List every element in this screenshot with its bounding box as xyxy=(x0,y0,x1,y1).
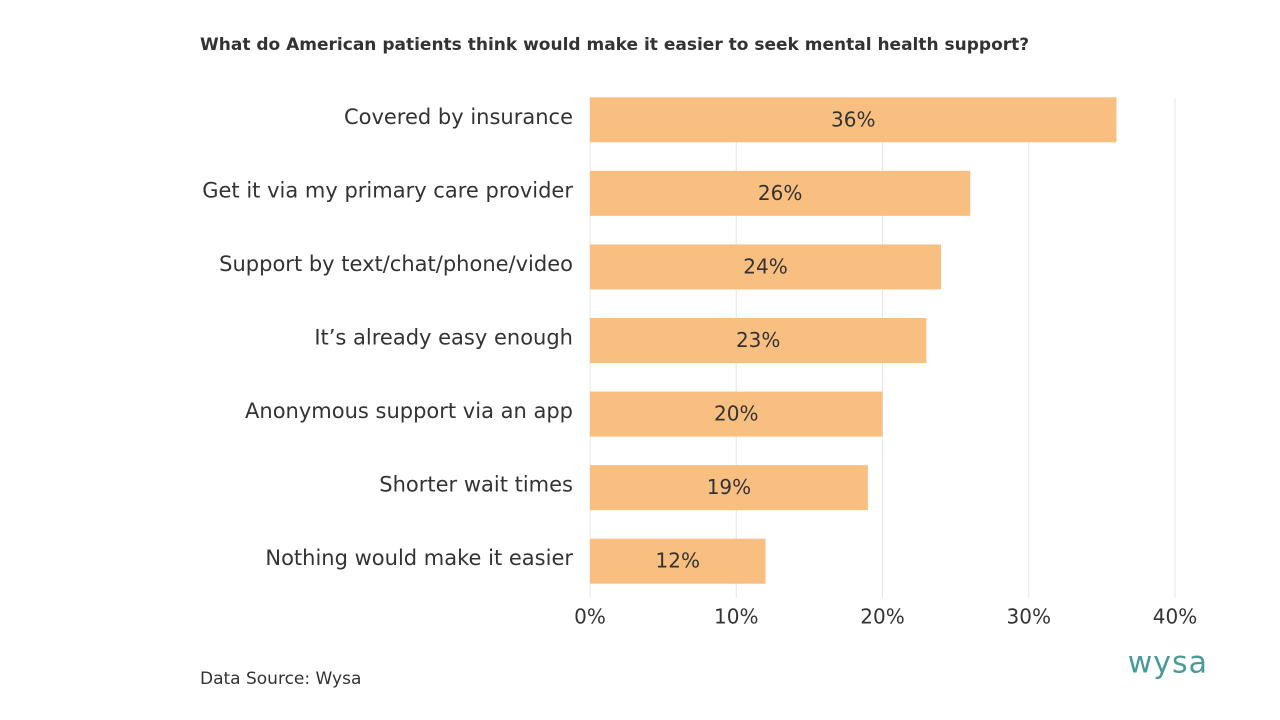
y-tick-label: Anonymous support via an app xyxy=(245,399,573,423)
y-tick-label: Nothing would make it easier xyxy=(265,546,573,570)
value-label: 36% xyxy=(831,107,875,131)
value-label: 12% xyxy=(656,549,700,573)
y-tick-label: Shorter wait times xyxy=(379,473,573,497)
bar xyxy=(590,170,971,216)
y-tick-label: Covered by insurance xyxy=(344,105,573,129)
bar xyxy=(590,391,883,437)
y-tick-label: It’s already easy enough xyxy=(314,326,573,350)
bar xyxy=(590,97,1117,143)
x-tick-label: 40% xyxy=(1153,605,1197,629)
bar xyxy=(590,538,766,584)
chart-title: What do American patients think would ma… xyxy=(200,35,1029,55)
bar xyxy=(590,318,927,363)
y-tick-label: Support by text/chat/phone/video xyxy=(219,252,573,276)
x-tick-label: 0% xyxy=(574,605,606,629)
x-tick-label: 10% xyxy=(714,605,758,629)
value-label: 20% xyxy=(714,402,758,426)
x-tick-label: 20% xyxy=(860,605,904,629)
y-tick-label: Get it via my primary care provider xyxy=(202,178,573,202)
source-note: Data Source: Wysa xyxy=(200,669,361,689)
value-label: 26% xyxy=(758,181,802,205)
x-tick-label: 30% xyxy=(1007,605,1051,629)
logo: wysa xyxy=(1128,646,1208,681)
bar xyxy=(590,244,941,290)
value-label: 23% xyxy=(736,328,780,352)
value-label: 19% xyxy=(707,475,751,499)
bar xyxy=(590,465,868,511)
value-label: 24% xyxy=(743,254,787,278)
